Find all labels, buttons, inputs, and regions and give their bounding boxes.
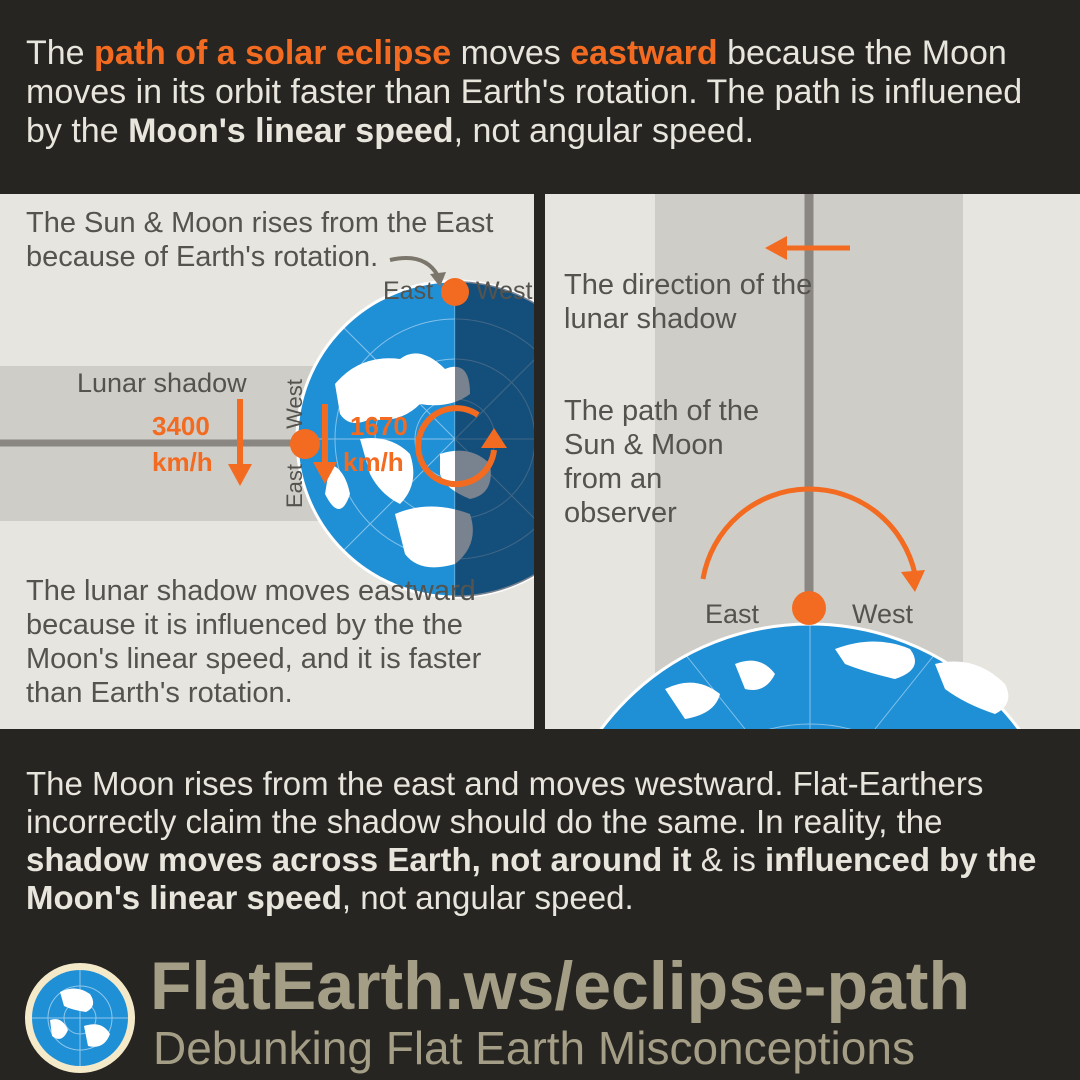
observer-dot-side: [290, 429, 320, 459]
outro-bold: influenced by the Moon's linear speed: [26, 841, 1037, 916]
earth-speed-unit: km/h: [343, 447, 404, 477]
east-label-top: East: [383, 277, 434, 305]
down-arrow-icon: [313, 404, 337, 484]
left-diagram: [0, 256, 534, 599]
moon-speed-unit: km/h: [152, 447, 213, 477]
earth-speed-value: 1670: [350, 411, 408, 441]
outro-text: The Moon rises from the east and moves w…: [26, 765, 1066, 917]
curved-arrow-head: [430, 272, 446, 287]
rise-note: The Sun & Moon rises from the East becau…: [26, 207, 494, 273]
observer-dot-top: [441, 278, 469, 306]
intro-highlight: eastward: [570, 34, 718, 72]
bottom-note: The lunar shadow moves eastward because …: [26, 575, 482, 709]
outro-text-part: , not angular speed.: [341, 879, 634, 916]
lunar-shadow-label: Lunar shadow: [77, 368, 247, 398]
moon-speed-value: 3400: [152, 411, 210, 441]
rotation-arrow-icon: [415, 405, 507, 488]
globe-logo-icon: [25, 963, 135, 1073]
left-diagram-panel: The Sun & Moon rises from the East becau…: [0, 194, 534, 729]
observer-dot: [792, 591, 826, 625]
intro-text-part: , not angular speed.: [453, 112, 755, 150]
path-label: The path of the Sun & Moon from an obser…: [564, 395, 760, 529]
side-east-label: East: [282, 463, 307, 509]
intro-text-part: The: [26, 34, 95, 72]
outro-text-part: & is: [691, 841, 765, 878]
site-url: FlatEarth.ws/eclipse-path: [150, 948, 970, 1024]
intro-highlight: path of a solar eclipse: [94, 34, 452, 72]
earth-globe-icon: [599, 622, 1021, 729]
down-arrow-icon: [228, 399, 252, 486]
arc-arrow-head: [901, 570, 925, 592]
west-label: West: [852, 599, 914, 629]
side-west-label: West: [282, 379, 307, 429]
right-diagram: [599, 194, 1021, 729]
left-arrow-icon: [765, 236, 850, 260]
sun-moon-path-arc: [700, 486, 918, 580]
intro-bold: Moon's linear speed: [128, 112, 454, 150]
west-label-top: West: [476, 277, 533, 305]
right-diagram-panel: The direction of the lunar shadow The pa…: [545, 194, 1080, 729]
intro-text-part: because the Moon moves in its orbit fast…: [26, 34, 1023, 150]
curved-arrow-icon: [389, 256, 440, 278]
outro-bold: shadow moves across Earth, not around it: [26, 841, 692, 878]
intro-text-part: moves: [451, 34, 571, 72]
direction-label: The direction of the lunar shadow: [564, 269, 813, 335]
east-label: East: [705, 599, 760, 629]
outro-text-part: The Moon rises from the east and moves w…: [26, 765, 984, 840]
tagline: Debunking Flat Earth Misconceptions: [153, 1022, 915, 1074]
intro-text: The path of a solar eclipse moves eastwa…: [26, 34, 1066, 151]
